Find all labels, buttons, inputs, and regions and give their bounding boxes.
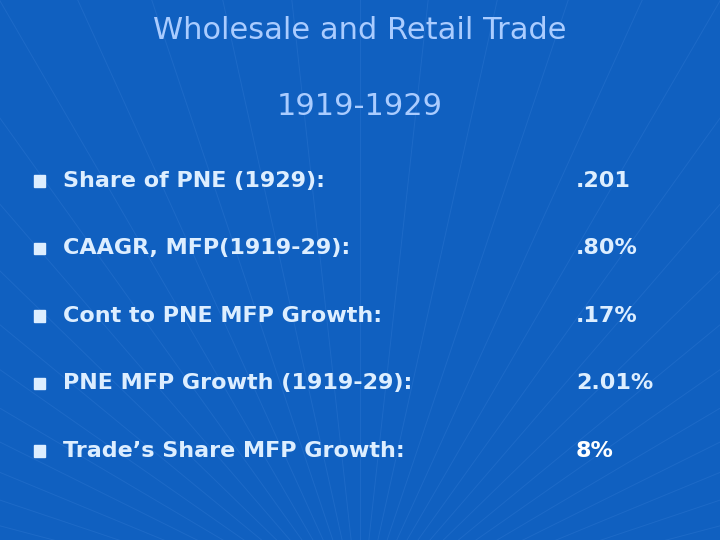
Text: Trade’s Share MFP Growth:: Trade’s Share MFP Growth:	[63, 441, 405, 461]
Bar	[34, 445, 45, 457]
Bar	[34, 310, 45, 322]
Text: .201: .201	[576, 171, 631, 191]
Text: .17%: .17%	[576, 306, 638, 326]
Bar	[34, 242, 45, 254]
Text: 8%: 8%	[576, 441, 614, 461]
Text: Wholesale and Retail Trade: Wholesale and Retail Trade	[153, 16, 567, 45]
Text: 1919-1929: 1919-1929	[277, 92, 443, 121]
Text: 2.01%: 2.01%	[576, 373, 653, 394]
Text: Cont to PNE MFP Growth:: Cont to PNE MFP Growth:	[63, 306, 382, 326]
Text: PNE MFP Growth (1919-29):: PNE MFP Growth (1919-29):	[63, 373, 413, 394]
Bar	[34, 377, 45, 389]
Bar	[34, 175, 45, 187]
Text: .80%: .80%	[576, 238, 638, 259]
Text: CAAGR, MFP(1919-29):: CAAGR, MFP(1919-29):	[63, 238, 351, 259]
Text: Share of PNE (1929):: Share of PNE (1929):	[63, 171, 325, 191]
